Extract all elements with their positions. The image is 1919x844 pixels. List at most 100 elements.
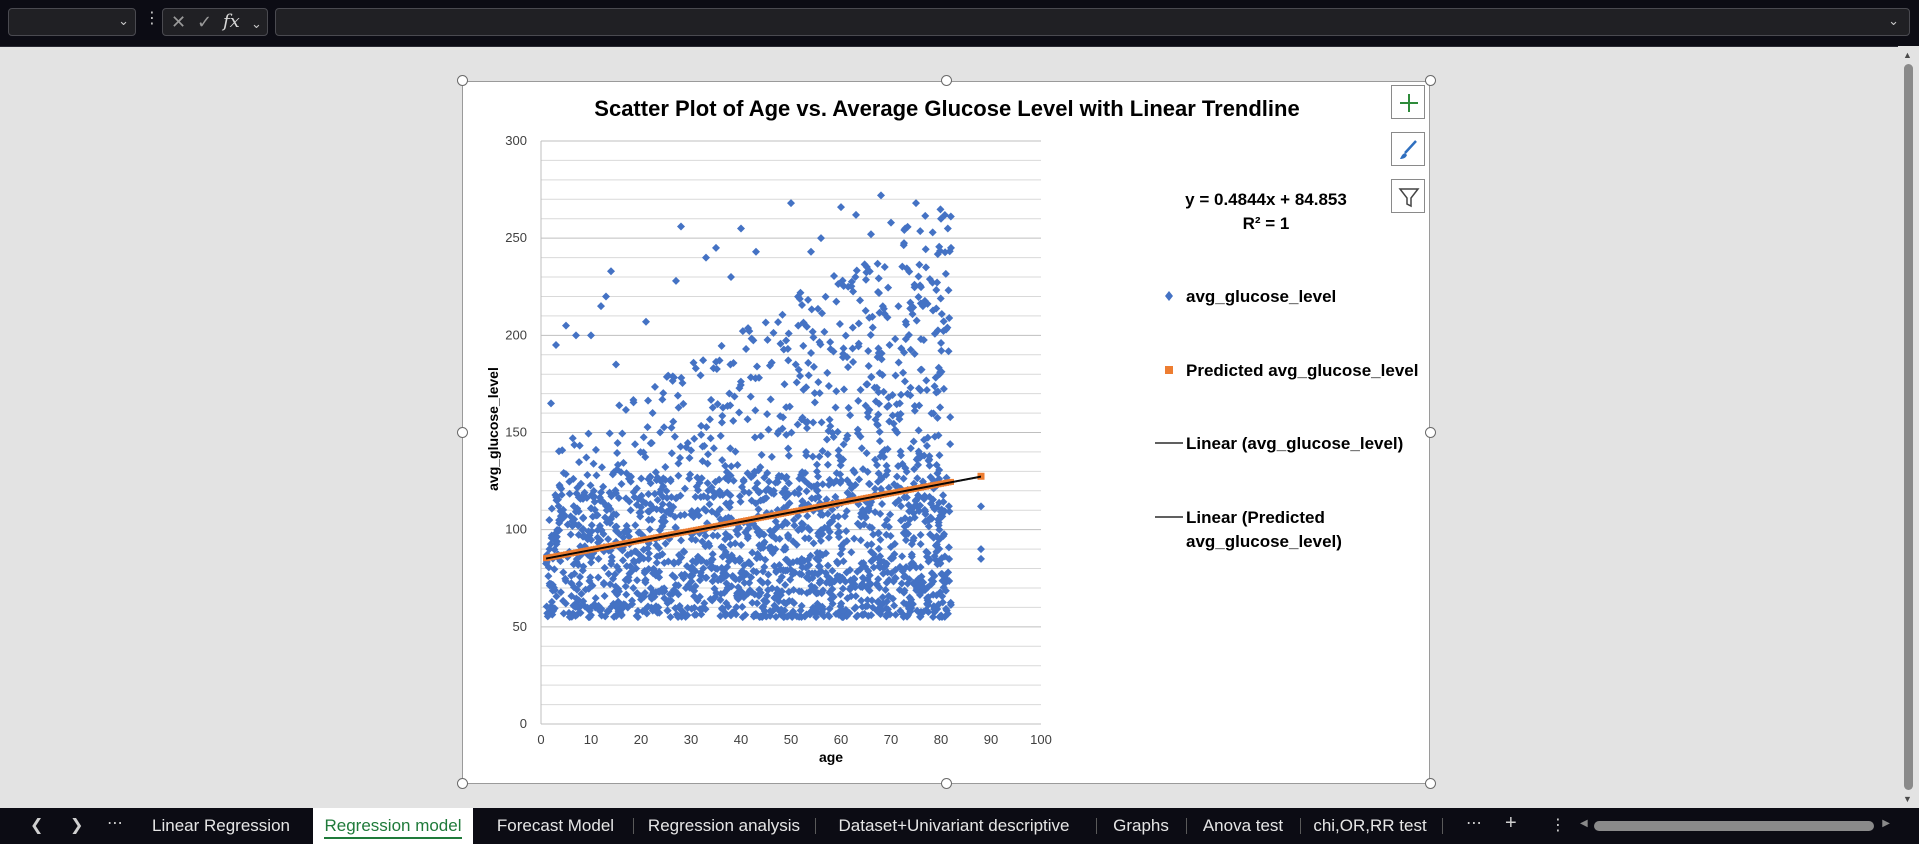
data-point <box>778 310 787 319</box>
data-point <box>723 488 732 497</box>
data-point <box>663 493 672 502</box>
data-point <box>867 372 876 381</box>
data-point <box>930 432 939 441</box>
data-point <box>872 383 881 392</box>
chart-area[interactable]: 0 10 20 30 40 50 60 70 80 90 100 0 50 100 150 200 250 300… <box>462 81 1430 784</box>
resize-handle[interactable] <box>457 778 468 789</box>
legend[interactable]: avg_glucose_level Predicted avg_glucose_… <box>1155 287 1418 551</box>
chart-elements-button[interactable] <box>1391 85 1425 119</box>
data-point <box>875 583 884 592</box>
data-point <box>569 474 578 483</box>
data-point <box>556 512 565 521</box>
data-point <box>727 273 735 282</box>
tab-regression-analysis[interactable]: Regression analysis <box>638 808 810 844</box>
vertical-ellipsis-icon[interactable]: ⋮ <box>144 10 160 27</box>
data-point <box>646 500 655 509</box>
tab-anova-test[interactable]: Anova test <box>1191 808 1295 844</box>
data-point <box>589 487 598 496</box>
scroll-down-icon[interactable]: ▼ <box>1903 794 1912 804</box>
data-point <box>674 459 683 468</box>
data-point <box>613 448 622 457</box>
chart-styles-button[interactable] <box>1391 132 1425 166</box>
data-point <box>823 572 832 581</box>
tab-graphs[interactable]: Graphs <box>1101 808 1181 844</box>
data-point <box>895 415 904 424</box>
resize-handle[interactable] <box>457 427 468 438</box>
data-point <box>846 411 855 420</box>
resize-handle[interactable] <box>1425 75 1436 86</box>
horizontal-scroll-thumb[interactable] <box>1594 821 1874 831</box>
x-axis-title[interactable]: age <box>819 749 843 765</box>
scroll-left-icon[interactable]: ◀ <box>1580 818 1588 829</box>
data-point <box>938 576 947 585</box>
scroll-right-icon[interactable]: ▶ <box>1882 818 1890 829</box>
data-point <box>838 584 847 593</box>
data-point <box>763 578 772 587</box>
trendline-r-squared[interactable]: R² = 1 <box>1243 214 1290 233</box>
data-point <box>805 526 814 535</box>
chart-filters-button[interactable] <box>1391 179 1425 213</box>
chart-title[interactable]: Scatter Plot of Age vs. Average Glucose … <box>594 96 1299 121</box>
data-point <box>771 612 780 621</box>
ellipsis-icon[interactable]: ⋯ <box>1466 815 1482 832</box>
vertical-scrollbar[interactable]: ▲ ▼ <box>1898 46 1919 808</box>
data-point <box>756 496 765 505</box>
data-point <box>721 461 730 470</box>
data-point <box>741 528 750 537</box>
tab-chi-or-rr-test[interactable]: chi,OR,RR test <box>1305 808 1435 844</box>
horizontal-scrollbar[interactable]: ◀ ▶ <box>1578 818 1892 832</box>
data-point <box>922 441 931 450</box>
data-point <box>936 403 945 412</box>
data-point <box>735 408 744 417</box>
check-icon[interactable]: ✓ <box>197 12 213 32</box>
data-point <box>900 225 909 234</box>
data-point <box>868 323 877 332</box>
data-point <box>797 559 806 568</box>
formula-input[interactable]: ⌄ <box>275 8 1910 36</box>
resize-handle[interactable] <box>457 75 468 86</box>
data-point <box>691 364 700 373</box>
data-point <box>633 576 642 585</box>
resize-handle[interactable] <box>1425 427 1436 438</box>
data-point <box>781 545 790 554</box>
data-point <box>590 505 599 514</box>
chevron-down-icon[interactable]: ⌄ <box>118 13 129 28</box>
tab-forecast-model[interactable]: Forecast Model <box>483 808 628 844</box>
tab-linear-regression[interactable]: Linear Regression <box>138 808 304 844</box>
data-point <box>691 535 700 544</box>
data-point <box>914 493 923 502</box>
data-point <box>618 429 627 438</box>
chevron-left-icon[interactable]: ❮ <box>30 817 44 834</box>
data-point <box>834 533 843 542</box>
data-point <box>798 497 807 506</box>
data-point <box>703 479 712 488</box>
add-sheet-plus-icon[interactable]: + <box>1505 812 1517 834</box>
y-axis-title[interactable]: avg_glucose_level <box>485 367 501 491</box>
vertical-scroll-thumb[interactable] <box>1904 64 1913 790</box>
data-point <box>858 505 867 514</box>
vertical-ellipsis-icon[interactable]: ⋮ <box>1550 817 1566 834</box>
data-point <box>726 540 735 549</box>
insert-function-icon[interactable]: fx <box>223 11 240 32</box>
trendline-equation[interactable]: y = 0.4844x + 84.853 <box>1185 190 1347 209</box>
data-point <box>713 531 722 540</box>
ellipsis-icon[interactable]: ⋯ <box>107 815 123 832</box>
tab-regression-model[interactable]: Regression model <box>313 808 473 844</box>
data-point <box>771 517 780 526</box>
expand-formula-icon[interactable]: ⌄ <box>1888 13 1899 28</box>
chevron-right-icon[interactable]: ❯ <box>70 817 84 834</box>
name-box[interactable]: ⌄ <box>8 8 136 36</box>
chevron-down-icon[interactable]: ⌄ <box>251 16 262 31</box>
data-point <box>736 497 745 506</box>
resize-handle[interactable] <box>1425 778 1436 789</box>
tab-divider <box>815 818 816 834</box>
data-point <box>916 563 925 572</box>
data-point <box>803 512 812 521</box>
data-point <box>945 577 954 586</box>
resize-handle[interactable] <box>941 75 952 86</box>
resize-handle[interactable] <box>941 778 952 789</box>
data-point <box>702 573 711 582</box>
cancel-icon[interactable]: ✕ <box>171 12 187 32</box>
scroll-up-icon[interactable]: ▲ <box>1903 50 1912 60</box>
tab-dataset-univariant[interactable]: Dataset+Univariant descriptive <box>820 808 1088 844</box>
